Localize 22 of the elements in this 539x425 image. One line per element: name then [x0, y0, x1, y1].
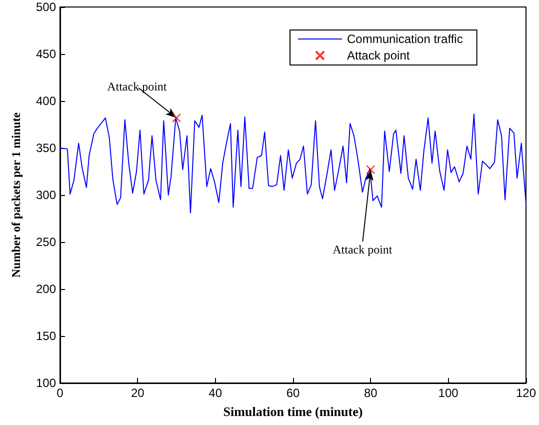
x-tick-label: 60	[286, 386, 300, 400]
x-tick-label: 100	[438, 386, 459, 400]
x-tick-label: 120	[516, 386, 536, 400]
x-axis-title: Simulation time (minute)	[223, 404, 363, 419]
x-tick-label: 0	[56, 386, 64, 400]
y-tick-label: 200	[36, 282, 56, 296]
annotation: Attack point	[107, 80, 168, 94]
annotation: Attack point	[332, 242, 393, 257]
x-tick-label: 80	[364, 386, 378, 400]
y-tick-label: 450	[36, 47, 56, 61]
y-axis-title: Number of packets per 1 minute	[9, 112, 23, 278]
y-tick-label: 300	[36, 188, 56, 202]
y-tick-label: 250	[36, 235, 56, 249]
y-tick-label: 150	[36, 329, 56, 343]
y-tick-label: 400	[36, 94, 56, 108]
y-tick-label: 350	[36, 141, 56, 155]
x-tick-label: 20	[130, 386, 145, 400]
legend-label: Communication traffic	[347, 32, 463, 46]
y-tick-label: 100	[36, 376, 56, 390]
x-tick-label: 40	[208, 386, 222, 400]
y-tick-label: 500	[36, 0, 56, 14]
legend-label: Attack point	[347, 48, 410, 62]
